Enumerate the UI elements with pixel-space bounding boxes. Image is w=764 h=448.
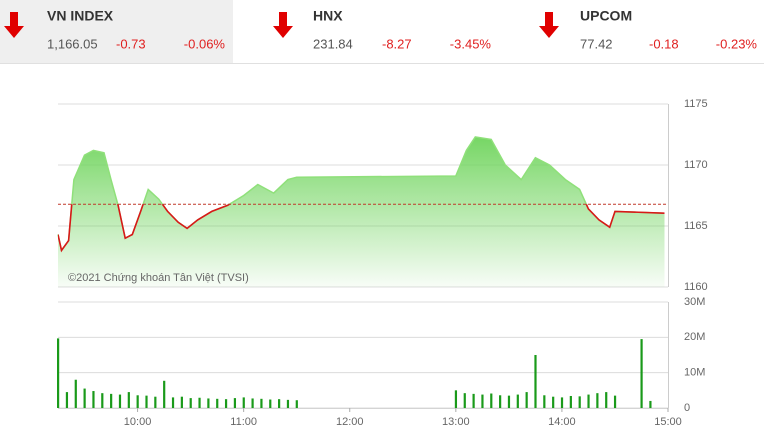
volume-bar [534, 355, 537, 408]
index-value: 231.84 [313, 36, 353, 51]
volume-bar [251, 398, 254, 408]
volume-bar [596, 393, 599, 408]
volume-bar [189, 398, 192, 408]
volume-bar [74, 379, 77, 408]
y-tick-label: 1175 [684, 98, 708, 110]
volume-bar [233, 398, 237, 408]
volume-bar [560, 397, 564, 408]
volume-bar [295, 400, 298, 408]
volume-bar [65, 392, 69, 408]
volume-bar [101, 393, 104, 408]
x-tick-label: 13:00 [442, 416, 470, 428]
index-percent: -0.06% [184, 36, 226, 51]
volume-bar [481, 394, 484, 408]
volume-bar [242, 397, 245, 408]
volume-bar [587, 394, 590, 408]
volume-bar [198, 397, 201, 408]
volume-bar [543, 395, 546, 408]
index-percent: -3.45% [450, 36, 492, 51]
volume-bar [180, 396, 183, 408]
y-tick-label: 1160 [684, 281, 708, 293]
volume-bar [569, 395, 572, 408]
volume-bar [463, 393, 466, 408]
x-tick-label: 14:00 [548, 416, 576, 428]
volume-bar [490, 393, 493, 408]
tile-bg [0, 0, 233, 63]
volume-bar [499, 395, 502, 408]
x-tick-label: 12:00 [336, 416, 364, 428]
volume-bar [92, 391, 95, 408]
volume-bar [145, 395, 148, 408]
volume-bar [224, 399, 228, 408]
x-tick-label: 15:00 [654, 416, 682, 428]
volume-bar [525, 392, 528, 408]
volume-bar [516, 394, 519, 408]
price-line-up [57, 136, 665, 253]
volume-bar [286, 399, 290, 408]
index-name: VN INDEX [47, 8, 114, 24]
volume-bar [118, 394, 122, 408]
y-tick-label: 1170 [684, 159, 708, 171]
y-tick-label: 1165 [684, 220, 708, 232]
volume-bar [472, 393, 475, 408]
volume-bar [640, 339, 643, 408]
volume-bar [83, 388, 86, 408]
arrows [4, 12, 559, 38]
index-change: -0.18 [649, 36, 679, 51]
index-change: -8.27 [382, 36, 412, 51]
y-tick-label: 30M [684, 296, 705, 308]
volume-bar [454, 390, 458, 408]
index-name: UPCOM [580, 8, 632, 24]
y-tick-label: 20M [684, 331, 705, 343]
index-name: HNX [313, 8, 343, 24]
volume-bar [552, 396, 555, 408]
index-value: 1,166.05 [47, 36, 98, 51]
volume-bar [154, 396, 157, 408]
volume-bar [136, 395, 139, 408]
volume-bar [110, 393, 113, 408]
index-value: 77.42 [580, 36, 613, 51]
annotation: ©2021 Chứng khoán Tân Việt (TVSI) [68, 272, 249, 284]
volume-bar [613, 395, 617, 408]
volume-bar [57, 338, 60, 408]
volume-bar [127, 392, 130, 408]
index-percent: -0.23% [716, 36, 758, 51]
volume-bar [207, 398, 210, 408]
volume-bar [605, 392, 608, 408]
volume-bar [269, 399, 272, 408]
volume-bar [578, 396, 581, 408]
volume-bar [216, 398, 219, 408]
volume-bar [649, 400, 652, 408]
volume-bar [278, 399, 281, 408]
volume-bar [260, 398, 263, 408]
y-tick-label: 10M [684, 367, 705, 379]
volume-bar [171, 397, 175, 408]
index-change: -0.73 [116, 36, 146, 51]
y-tick-label: 0 [684, 402, 690, 414]
volume-bar [507, 395, 511, 408]
x-tick-label: 11:00 [230, 416, 257, 428]
volume-bar [163, 380, 166, 408]
x-tick-label: 10:00 [124, 416, 152, 428]
price-area [58, 136, 665, 287]
